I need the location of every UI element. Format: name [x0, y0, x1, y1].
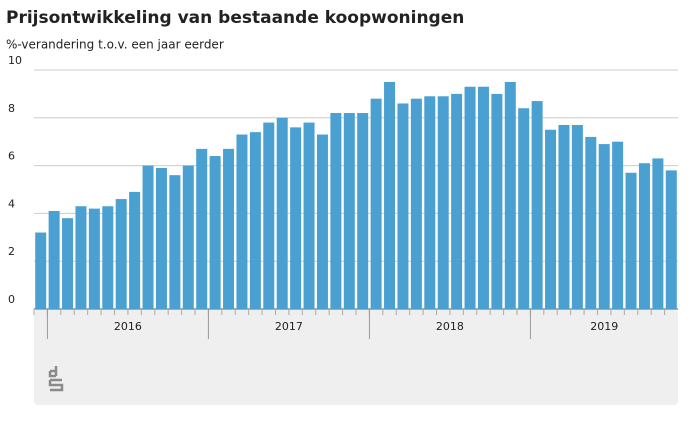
- x-group-label: 2016: [114, 320, 142, 333]
- bar: [384, 81, 396, 309]
- bar: [209, 156, 221, 309]
- bar: [504, 81, 516, 309]
- cbs-logo: [48, 366, 64, 392]
- bar: [424, 96, 436, 309]
- bar: [155, 167, 167, 309]
- bar: [638, 163, 650, 309]
- bar: [491, 93, 503, 310]
- bar: [598, 144, 610, 309]
- bar: [249, 132, 261, 309]
- bar: [370, 98, 382, 310]
- x-group-label: 2017: [275, 320, 303, 333]
- bar: [451, 93, 463, 310]
- bar: [571, 124, 583, 309]
- chart-title: Prijsontwikkeling van bestaande koopwoni…: [6, 8, 464, 28]
- bar: [545, 129, 557, 309]
- bar: [142, 165, 154, 309]
- bar: [236, 134, 248, 309]
- bar: [303, 122, 315, 309]
- bar: [182, 165, 194, 309]
- bar: [410, 98, 422, 310]
- bar: [169, 175, 181, 309]
- bar: [115, 199, 127, 309]
- bar: [612, 141, 624, 309]
- y-tick-label: 0: [8, 293, 15, 306]
- bar: [276, 117, 288, 309]
- y-tick-label: 8: [8, 102, 15, 115]
- chart-subtitle: %-verandering t.o.v. een jaar eerder: [6, 38, 224, 52]
- bar: [357, 113, 369, 310]
- bar: [290, 127, 302, 309]
- bar: [558, 124, 570, 309]
- y-tick-label: 2: [8, 245, 15, 258]
- bar: [343, 113, 355, 310]
- bar: [35, 232, 47, 309]
- y-tick-label: 4: [8, 197, 15, 210]
- bar: [88, 208, 100, 309]
- bar: [625, 172, 637, 309]
- bar: [330, 113, 342, 310]
- bar: [437, 96, 449, 309]
- bar: [316, 134, 328, 309]
- x-group-label: 2018: [436, 320, 464, 333]
- y-tick-label: 10: [8, 54, 22, 67]
- bar: [48, 211, 60, 309]
- y-tick-label: 6: [8, 150, 15, 163]
- bar: [665, 170, 677, 309]
- bar: [531, 101, 543, 309]
- bar: [652, 158, 664, 309]
- bar: [477, 86, 489, 309]
- bar: [223, 148, 235, 309]
- bar: [397, 103, 409, 310]
- x-group-label: 2019: [590, 320, 618, 333]
- bar: [75, 206, 87, 309]
- bar: [102, 206, 114, 309]
- bar: [585, 136, 597, 309]
- bar: [518, 108, 530, 310]
- bar: [464, 86, 476, 309]
- footer-band: [34, 310, 678, 405]
- bar: [129, 191, 141, 309]
- bar: [62, 218, 74, 309]
- bar: [196, 148, 208, 309]
- bar: [263, 122, 275, 309]
